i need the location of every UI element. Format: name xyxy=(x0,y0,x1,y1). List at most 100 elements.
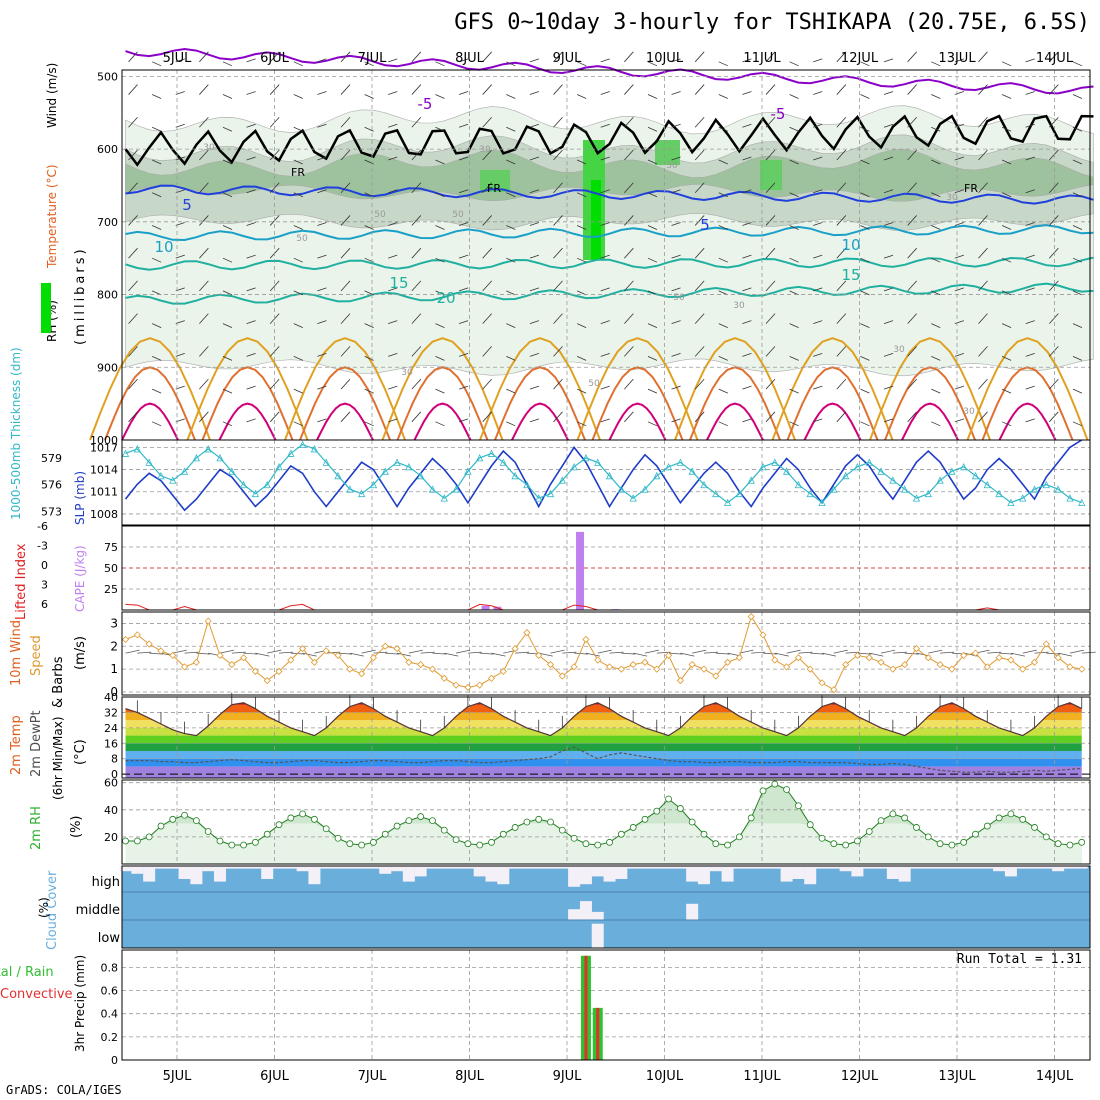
wind-barb xyxy=(789,225,799,230)
temp-tick-label: 32 xyxy=(104,706,118,719)
rh2m-axis-unit: (%) xyxy=(69,816,84,839)
precip-tick-label: 0.2 xyxy=(101,1031,119,1044)
cloud-cover-bar xyxy=(426,866,439,869)
wind-barb xyxy=(340,378,351,390)
precip-convective-bar xyxy=(596,1007,600,1060)
wind-barb xyxy=(789,388,799,394)
bottom-date-label: 6JUL xyxy=(260,1069,290,1084)
wind-barb xyxy=(647,61,658,67)
isotherm-label: FR xyxy=(291,166,305,179)
warm-contour xyxy=(121,402,179,441)
wind-barb xyxy=(529,91,540,95)
bottom-date-label: 5JUL xyxy=(163,1069,193,1084)
wind-barb-10m xyxy=(680,652,695,657)
wind-speed-marker xyxy=(299,645,307,653)
wind-speed-marker xyxy=(287,656,295,664)
wind-barb xyxy=(600,91,610,95)
wind-speed-marker xyxy=(535,651,543,659)
cloud-cover-bar xyxy=(662,866,675,869)
thickness-marker xyxy=(464,467,472,475)
wind-barb xyxy=(529,418,540,423)
bottom-date-label: 13JUL xyxy=(938,1069,976,1084)
wind-barb xyxy=(1072,225,1083,230)
wind-barb xyxy=(742,156,752,161)
wind-barb xyxy=(506,159,516,165)
wind-barb xyxy=(458,352,469,357)
cloud-cover-bar xyxy=(839,866,852,872)
wind-barb-10m xyxy=(432,652,447,655)
wind-barb xyxy=(388,418,398,423)
wind-barb xyxy=(1025,352,1035,357)
wind-barb xyxy=(1001,388,1012,394)
thickness-marker xyxy=(841,471,850,480)
cloud-cover-bar xyxy=(450,866,463,869)
cloud-cover-bar xyxy=(627,866,640,869)
wind-barb xyxy=(860,355,870,361)
wind-barb xyxy=(624,215,634,226)
wind-barb xyxy=(293,192,303,198)
cloud-cover-bar xyxy=(355,866,368,869)
thickness-line xyxy=(125,443,1082,504)
rh2m-tick-label: 20 xyxy=(104,831,118,844)
wind-barb xyxy=(647,421,658,427)
wind-barb xyxy=(860,192,870,198)
wind-barb xyxy=(293,94,303,99)
wind-speed-marker xyxy=(417,661,425,669)
thickness-marker xyxy=(570,462,578,471)
wind-barb xyxy=(222,159,233,165)
wind-barb xyxy=(458,222,469,226)
thickness-marker xyxy=(700,480,708,489)
rh2m-tick-label: 40 xyxy=(104,804,118,817)
wind-barb xyxy=(978,149,988,161)
wind-barb xyxy=(600,352,610,357)
cloud-cover-bar xyxy=(261,866,274,879)
rh2m-marker xyxy=(440,826,448,834)
wind-speed-marker xyxy=(440,674,448,682)
warm-contour xyxy=(998,402,1057,441)
wind-barb xyxy=(340,117,351,128)
isotherm-label: 15 xyxy=(841,266,860,284)
rh2m-marker xyxy=(936,840,944,848)
wind-speed-marker xyxy=(806,665,814,673)
wind-barb xyxy=(1049,346,1059,357)
wind-barb xyxy=(529,385,540,390)
rh-contour-label: 30 xyxy=(203,143,215,153)
wind-barb xyxy=(529,320,540,325)
rh2m-marker xyxy=(192,817,200,825)
wind-barb xyxy=(813,352,823,357)
wind-barb xyxy=(317,352,327,357)
wind-barb xyxy=(435,159,445,165)
wind-barb-10m xyxy=(880,649,896,654)
cloud-cover-bar xyxy=(568,866,581,887)
wind-barb xyxy=(789,126,799,132)
wind-barb xyxy=(1049,280,1059,292)
cape-frame xyxy=(121,525,1091,611)
wind-barb xyxy=(813,287,823,292)
wind-barb xyxy=(269,182,280,193)
thickness-marker xyxy=(310,445,319,453)
wind-speed-marker xyxy=(558,672,566,680)
warm-contour xyxy=(869,337,991,441)
wind-barb xyxy=(435,225,445,230)
rh2m-marker xyxy=(287,814,295,822)
wind-speed-marker xyxy=(476,681,484,689)
rh-contour-label: 50 xyxy=(452,210,464,220)
thickness-marker xyxy=(169,476,177,484)
wind-barb xyxy=(435,61,445,67)
wind-barb xyxy=(553,51,563,63)
wind-speed-marker xyxy=(983,663,991,671)
wind-barb xyxy=(1025,58,1035,63)
wind-barb-10m xyxy=(703,651,719,654)
rh2m-marker xyxy=(913,824,920,831)
wind-barb xyxy=(694,378,705,390)
wind-barb xyxy=(765,117,776,128)
cloud-cover-bar xyxy=(721,866,734,882)
cloud-cover-bar xyxy=(249,866,262,869)
wind-barb xyxy=(317,287,327,292)
rh-contour-label: 30 xyxy=(893,345,905,355)
rh2m-marker xyxy=(889,810,897,818)
wind-barb xyxy=(931,126,941,132)
wind-barb xyxy=(883,352,894,357)
thickness-marker xyxy=(263,480,271,489)
wind-barb xyxy=(789,94,799,99)
